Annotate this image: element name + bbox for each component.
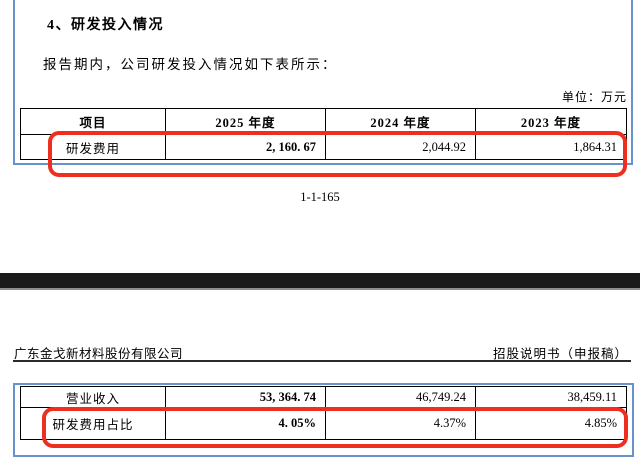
revenue-row-label: 营业收入 (21, 387, 166, 408)
rd-ratio-2025-value: 4. 05% (166, 408, 326, 439)
rd-expense-2023-value: 1,864.31 (573, 139, 617, 154)
section-title: 4、研发投入情况 (47, 18, 164, 33)
table-header-2024: 2024 年度 (326, 109, 476, 135)
intro-text: 报告期内，公司研发投入情况如下表所示： (43, 57, 338, 72)
company-name: 广东金戈新材料股份有限公司 (14, 347, 184, 361)
rd-ratio-2024-value: 4.37% (326, 408, 476, 439)
rd-expense-table: 项目 2025 年度 2024 年度 2023 年度 研发费用 2, 160. … (20, 108, 627, 160)
rd-ratio-2023-value: 4.85% (584, 416, 617, 430)
revenue-2024-value: 46,749.24 (326, 387, 476, 408)
page-number: 1-1-165 (300, 190, 340, 204)
page-border-top-excerpt (13, 0, 633, 165)
rd-expense-2025-value: 2, 160. 67 (166, 135, 326, 159)
table-header-2023: 2023 年度 (476, 109, 626, 135)
table-header-item: 项目 (21, 109, 166, 135)
rd-ratio-row-label: 研发费用占比 (21, 408, 166, 439)
page-border-bottom-excerpt (13, 383, 634, 457)
unit-label: 单位：万元 (561, 90, 627, 104)
rd-expense-row-label: 研发费用 (21, 135, 166, 159)
doc-type-label: 招股说明书（申报稿） (492, 347, 628, 361)
rd-expense-2024-value: 2,044.92 (326, 135, 476, 159)
revenue-ratio-table: 营业收入 53, 364. 74 46,749.24 38,459.11 研发费… (20, 386, 627, 440)
revenue-2023-value: 38,459.11 (476, 387, 626, 408)
revenue-2025-value: 53, 364. 74 (166, 387, 326, 408)
separator-bar (0, 273, 640, 290)
table-header-2025: 2025 年度 (166, 109, 326, 135)
header-rule (13, 360, 631, 362)
